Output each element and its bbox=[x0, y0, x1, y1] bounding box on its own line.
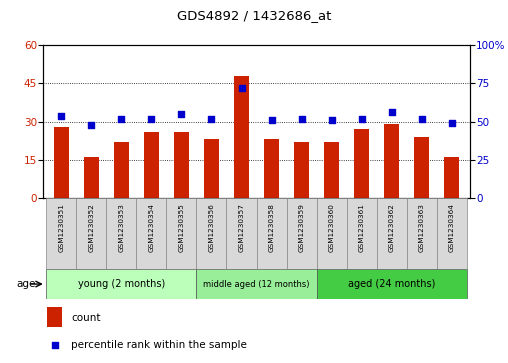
Bar bbox=[84, 157, 99, 198]
Text: age: age bbox=[16, 279, 36, 289]
Bar bbox=[346, 198, 377, 269]
Text: percentile rank within the sample: percentile rank within the sample bbox=[71, 340, 247, 350]
Point bbox=[358, 116, 366, 122]
Text: GSM1230359: GSM1230359 bbox=[299, 204, 305, 252]
Bar bbox=[384, 124, 399, 198]
Bar bbox=[47, 307, 62, 327]
Point bbox=[448, 120, 456, 126]
Text: GSM1230363: GSM1230363 bbox=[419, 204, 425, 252]
Bar bbox=[287, 198, 316, 269]
Bar bbox=[114, 142, 129, 198]
Point bbox=[418, 116, 426, 122]
Bar bbox=[227, 198, 257, 269]
Point bbox=[207, 116, 215, 122]
Bar bbox=[106, 198, 136, 269]
Point bbox=[87, 122, 96, 127]
Text: GSM1230360: GSM1230360 bbox=[329, 204, 335, 252]
Bar bbox=[407, 198, 437, 269]
Bar bbox=[144, 132, 159, 198]
Text: GSM1230362: GSM1230362 bbox=[389, 204, 395, 252]
Bar bbox=[197, 198, 227, 269]
Point bbox=[298, 116, 306, 122]
Text: GSM1230354: GSM1230354 bbox=[148, 204, 154, 252]
Text: young (2 months): young (2 months) bbox=[78, 279, 165, 289]
Text: middle aged (12 months): middle aged (12 months) bbox=[203, 280, 310, 289]
Bar bbox=[377, 198, 407, 269]
Text: count: count bbox=[71, 313, 101, 323]
Point bbox=[57, 113, 65, 118]
Bar bbox=[204, 139, 219, 198]
Bar bbox=[444, 157, 459, 198]
Text: GSM1230356: GSM1230356 bbox=[208, 204, 214, 252]
Point bbox=[177, 111, 185, 117]
Point bbox=[117, 116, 125, 122]
Text: GSM1230355: GSM1230355 bbox=[178, 204, 184, 252]
Text: GSM1230352: GSM1230352 bbox=[88, 204, 94, 252]
Bar bbox=[316, 269, 467, 299]
Bar bbox=[415, 137, 429, 198]
Text: GSM1230357: GSM1230357 bbox=[239, 204, 244, 252]
Point bbox=[237, 85, 245, 91]
Text: GSM1230364: GSM1230364 bbox=[449, 204, 455, 252]
Bar bbox=[324, 142, 339, 198]
Point bbox=[328, 117, 336, 123]
Bar bbox=[234, 76, 249, 198]
Bar bbox=[264, 139, 279, 198]
Point bbox=[268, 117, 276, 123]
Bar bbox=[54, 127, 69, 198]
Bar bbox=[316, 198, 346, 269]
Bar bbox=[294, 142, 309, 198]
Text: GSM1230351: GSM1230351 bbox=[58, 204, 64, 252]
Point bbox=[147, 116, 155, 122]
Bar bbox=[46, 198, 76, 269]
Point bbox=[388, 110, 396, 115]
Point bbox=[51, 342, 59, 348]
Bar bbox=[167, 198, 197, 269]
Text: GSM1230358: GSM1230358 bbox=[269, 204, 274, 252]
Text: aged (24 months): aged (24 months) bbox=[348, 279, 435, 289]
Bar bbox=[76, 198, 106, 269]
Bar bbox=[354, 129, 369, 198]
Text: GSM1230361: GSM1230361 bbox=[359, 204, 365, 252]
Bar bbox=[46, 269, 197, 299]
Bar bbox=[257, 198, 287, 269]
Text: GDS4892 / 1432686_at: GDS4892 / 1432686_at bbox=[177, 9, 331, 22]
Bar bbox=[437, 198, 467, 269]
Bar bbox=[174, 132, 189, 198]
Bar bbox=[197, 269, 316, 299]
Text: GSM1230353: GSM1230353 bbox=[118, 204, 124, 252]
Bar bbox=[136, 198, 167, 269]
